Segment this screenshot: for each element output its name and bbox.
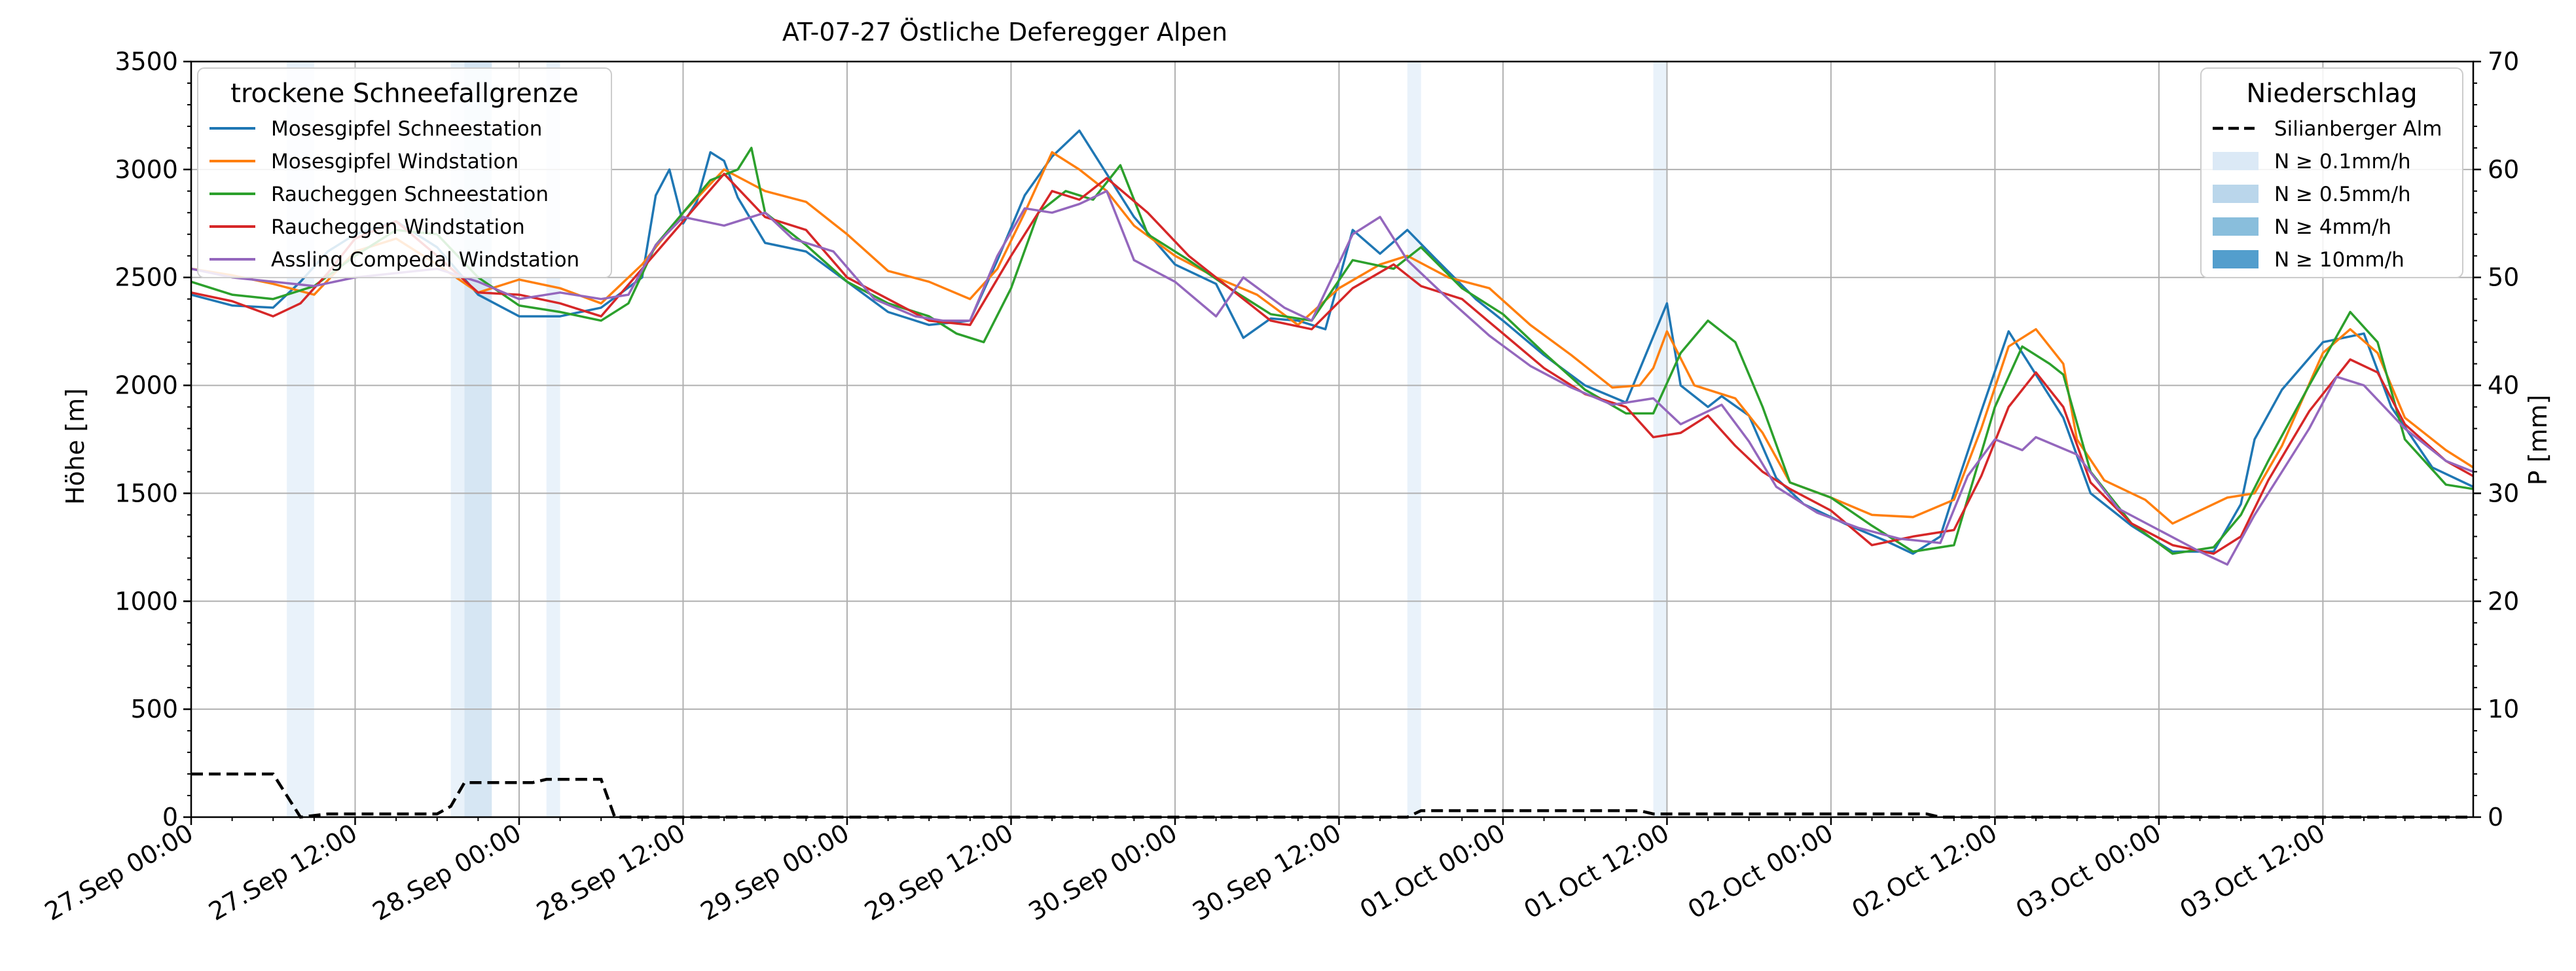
series-line-mosesgipfel-schneestation [190,129,2474,555]
series-layer [190,129,2474,566]
x-tick-label: 03.Oct 12:00 [2175,818,2330,925]
x-tick-label: 01.Oct 00:00 [1355,818,1510,925]
legend-swatch [2213,185,2259,203]
legend-label: Assling Compedal Windstation [271,248,579,272]
chart-title: AT-07-27 Östliche Deferegger Alpen [782,18,1227,46]
y2-tick-label: 50 [2488,263,2519,292]
legend-label: Silianberger Alm [2274,117,2442,141]
x-tick-label: 30.Sep 12:00 [1188,818,1346,926]
x-tick-label: 30.Sep 00:00 [1024,818,1182,926]
x-tick-label: 27.Sep 12:00 [204,818,362,926]
y-axis-left: 0 500 1000 1500 2000 2500 3000 3500 [115,47,191,832]
x-tick-label: 01.Oct 12:00 [1519,818,1674,925]
y2-tick-label: 20 [2488,587,2519,615]
y-axis-label: Höhe [m] [61,388,90,505]
series-line-mosesgipfel-windstation [190,151,2474,525]
x-tick-label: 29.Sep 00:00 [696,818,854,926]
legend-swatch [2213,250,2259,268]
legend-swatch [2213,152,2259,170]
series-line-assling-compedal-windstation [190,190,2474,566]
legend-label: Mosesgipfel Schneestation [271,117,542,141]
y2-tick-label: 40 [2488,371,2519,400]
legend-label: Raucheggen Windstation [271,215,525,239]
y-tick-label: 2000 [115,371,178,400]
legend-swatch [2213,217,2259,236]
y2-axis-label: P [mm] [2524,395,2552,486]
precip-station-line [191,772,2473,819]
legend-snowline: trockene Schneefallgrenze Mosesgipfel Sc… [197,67,612,278]
legend-label: N ≥ 0.5mm/h [2274,183,2411,206]
y2-tick-label: 70 [2488,47,2519,76]
series-line-raucheggen-schneestation [190,147,2474,555]
legend-label: N ≥ 10mm/h [2274,248,2404,272]
x-tick-label: 29.Sep 12:00 [860,818,1018,926]
y2-tick-label: 60 [2488,155,2519,184]
x-tick-label: 02.Oct 12:00 [1847,818,2002,925]
y-axis-right: 0 10 20 30 40 50 60 70 [2473,47,2519,832]
y-tick-label: 1500 [115,479,178,507]
y2-tick-label: 10 [2488,695,2519,724]
legend-precipitation: Niederschlag Silianberger Alm N ≥ 0.1mm/h… [2200,67,2463,278]
y2-tick-label: 30 [2488,479,2519,507]
x-tick-label: 03.Oct 00:00 [2011,818,2166,925]
y-tick-label: 3000 [115,155,178,184]
y-tick-label: 500 [130,695,178,724]
y-tick-label: 3500 [115,47,178,76]
x-tick-label: 02.Oct 00:00 [1683,818,1838,925]
precip-layer [191,772,2473,819]
legend-precipitation-title: Niederschlag [2246,79,2417,109]
y-tick-label: 2500 [115,263,178,292]
precip-band [1407,62,1421,817]
precip-band [1653,62,1667,817]
x-tick-label: 28.Sep 00:00 [368,818,526,926]
legend-label: N ≥ 0.1mm/h [2274,150,2411,174]
y-tick-label: 0 [162,803,178,832]
series-line-raucheggen-windstation [190,172,2474,555]
legend-label: Mosesgipfel Windstation [271,150,518,174]
legend-label: Raucheggen Schneestation [271,183,549,206]
x-axis: 27.Sep 00:00 27.Sep 12:00 28.Sep 00:00 28.S… [40,817,2447,926]
legend-snowline-title: trockene Schneefallgrenze [230,79,578,109]
legend-label: N ≥ 4mm/h [2274,215,2391,239]
y-tick-label: 1000 [115,587,178,615]
plot-frame [190,60,2475,818]
x-tick-label: 28.Sep 12:00 [532,818,690,926]
y2-tick-label: 0 [2488,803,2503,832]
x-tick-label: 27.Sep 00:00 [40,818,198,926]
